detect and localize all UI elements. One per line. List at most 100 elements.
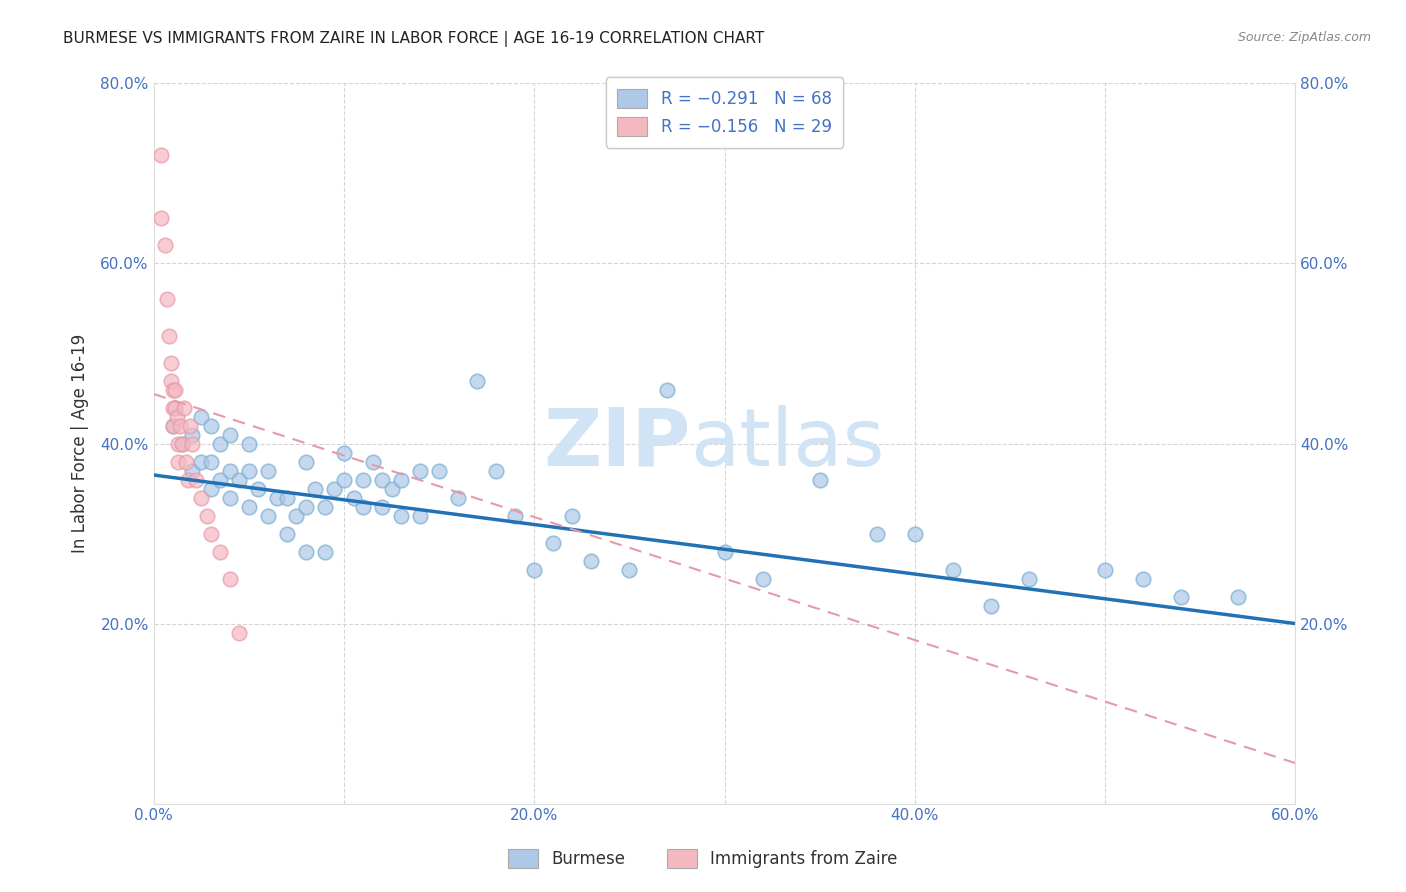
- Point: [304, 482, 326, 496]
- Point: [257, 508, 280, 523]
- Point: [157, 328, 180, 343]
- Point: [371, 473, 394, 487]
- Point: [1094, 563, 1116, 577]
- Point: [266, 491, 288, 505]
- Point: [173, 401, 195, 415]
- Legend: R = −0.291   N = 68, R = −0.156   N = 29: R = −0.291 N = 68, R = −0.156 N = 29: [606, 78, 844, 147]
- Point: [167, 436, 190, 450]
- Y-axis label: In Labor Force | Age 16-19: In Labor Force | Age 16-19: [72, 334, 89, 553]
- Point: [200, 418, 222, 433]
- Point: [228, 473, 250, 487]
- Point: [177, 473, 200, 487]
- Point: [209, 473, 232, 487]
- Point: [409, 508, 432, 523]
- Legend: Burmese, Immigrants from Zaire: Burmese, Immigrants from Zaire: [502, 842, 904, 875]
- Point: [276, 526, 298, 541]
- Point: [465, 374, 488, 388]
- Point: [619, 563, 641, 577]
- Point: [190, 491, 212, 505]
- Point: [218, 572, 240, 586]
- Point: [156, 293, 179, 307]
- Point: [238, 500, 260, 514]
- Point: [447, 491, 470, 505]
- Point: [409, 464, 432, 478]
- Point: [218, 427, 240, 442]
- Point: [561, 508, 583, 523]
- Point: [389, 473, 412, 487]
- Point: [1170, 590, 1192, 604]
- Point: [333, 445, 356, 459]
- Point: [980, 599, 1002, 613]
- Point: [174, 454, 197, 468]
- Point: [276, 491, 298, 505]
- Point: [352, 473, 374, 487]
- Point: [713, 544, 735, 558]
- Point: [581, 553, 603, 567]
- Point: [751, 572, 773, 586]
- Point: [179, 418, 201, 433]
- Point: [200, 526, 222, 541]
- Point: [180, 436, 202, 450]
- Point: [295, 454, 318, 468]
- Point: [150, 148, 173, 162]
- Point: [904, 526, 927, 541]
- Point: [163, 401, 186, 415]
- Point: [942, 563, 965, 577]
- Text: Source: ZipAtlas.com: Source: ZipAtlas.com: [1237, 31, 1371, 45]
- Point: [209, 436, 232, 450]
- Point: [1018, 572, 1040, 586]
- Point: [150, 211, 173, 226]
- Point: [543, 535, 565, 549]
- Point: [162, 418, 184, 433]
- Point: [314, 544, 336, 558]
- Point: [657, 383, 679, 397]
- Point: [200, 454, 222, 468]
- Point: [166, 409, 188, 424]
- Point: [257, 464, 280, 478]
- Point: [163, 383, 186, 397]
- Point: [160, 355, 183, 369]
- Point: [160, 374, 183, 388]
- Point: [209, 544, 232, 558]
- Point: [218, 464, 240, 478]
- Point: [352, 500, 374, 514]
- Point: [808, 473, 831, 487]
- Point: [866, 526, 889, 541]
- Point: [361, 454, 384, 468]
- Point: [371, 500, 394, 514]
- Point: [381, 482, 404, 496]
- Point: [342, 491, 364, 505]
- Point: [523, 563, 546, 577]
- Point: [389, 508, 412, 523]
- Point: [195, 508, 218, 523]
- Point: [162, 401, 184, 415]
- Point: [238, 464, 260, 478]
- Point: [172, 436, 194, 450]
- Point: [190, 409, 212, 424]
- Point: [167, 454, 190, 468]
- Point: [190, 454, 212, 468]
- Point: [314, 500, 336, 514]
- Point: [323, 482, 346, 496]
- Point: [503, 508, 526, 523]
- Point: [238, 436, 260, 450]
- Point: [180, 464, 202, 478]
- Point: [333, 473, 356, 487]
- Point: [184, 473, 207, 487]
- Point: [285, 508, 308, 523]
- Point: [485, 464, 508, 478]
- Point: [153, 238, 176, 252]
- Point: [180, 427, 202, 442]
- Point: [1227, 590, 1250, 604]
- Point: [200, 482, 222, 496]
- Point: [247, 482, 270, 496]
- Point: [228, 625, 250, 640]
- Point: [162, 418, 184, 433]
- Point: [169, 418, 191, 433]
- Text: ZIP: ZIP: [543, 405, 690, 483]
- Point: [218, 491, 240, 505]
- Text: BURMESE VS IMMIGRANTS FROM ZAIRE IN LABOR FORCE | AGE 16-19 CORRELATION CHART: BURMESE VS IMMIGRANTS FROM ZAIRE IN LABO…: [63, 31, 765, 47]
- Point: [172, 436, 194, 450]
- Point: [295, 544, 318, 558]
- Point: [295, 500, 318, 514]
